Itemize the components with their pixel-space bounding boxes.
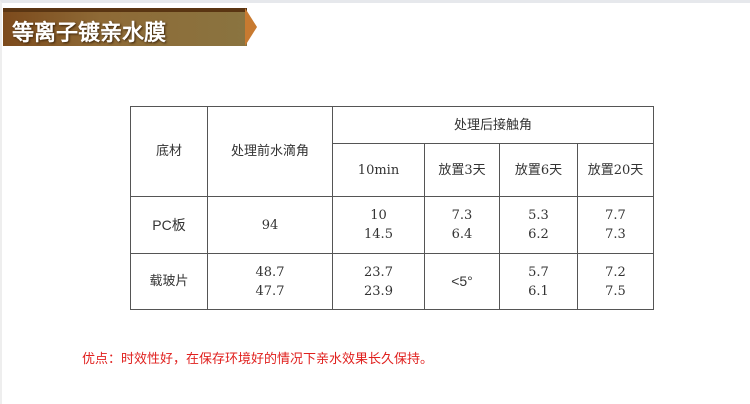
value-cell: 23.7 23.9	[332, 253, 425, 310]
subheader: 放置3天	[424, 143, 500, 197]
value: 48.7	[255, 264, 285, 280]
subheader: 10min	[332, 143, 425, 197]
header-substrate: 底材	[130, 106, 208, 197]
table-row: PC板 94 10 14.5 7.3 6.4 5.3 6.2 7.7 7.3	[130, 196, 654, 254]
subheader: 放置6天	[499, 143, 578, 197]
value: <5°	[451, 273, 473, 289]
value-cell: 7.3 6.4	[424, 196, 500, 254]
value-cell: 5.7 6.1	[499, 253, 578, 310]
value: 23.9	[364, 283, 393, 299]
value: 6.1	[528, 283, 549, 299]
value: 5.3	[528, 208, 549, 223]
value: 10	[370, 208, 387, 223]
subheader: 放置20天	[577, 143, 654, 197]
value: 14.5	[364, 227, 393, 242]
advantage-note: 优点：时效性好，在保存环境好的情况下亲水效果长久保持。	[82, 352, 434, 367]
contact-angle-table: 底材 处理前水滴角 处理后接触角 10min 放置3天 放置6天 放置20天 P…	[130, 106, 654, 310]
before-cell: 94	[207, 196, 333, 254]
table-row: 载玻片 48.7 47.7 23.7 23.9 <5° 5.7 6.1 7.2 7.5	[130, 253, 654, 310]
value-cell: <5°	[424, 253, 500, 310]
page-title: 等离子镀亲水膜	[12, 21, 167, 46]
value: 23.7	[364, 264, 393, 280]
value-cell: 5.3 6.2	[499, 196, 578, 254]
value: 94	[261, 217, 279, 233]
substrate-cell: PC板	[130, 196, 208, 254]
value: 7.3	[605, 227, 626, 242]
value-cell: 10 14.5	[332, 196, 425, 254]
banner-arrow-icon	[245, 8, 257, 46]
value: 47.7	[255, 283, 285, 299]
value: 6.2	[528, 227, 549, 242]
value-cell: 7.2 7.5	[577, 253, 654, 310]
value: 7.2	[605, 264, 626, 280]
title-banner: 等离子镀亲水膜	[3, 8, 247, 46]
header-after: 处理后接触角	[332, 106, 654, 144]
value: 7.7	[605, 208, 626, 223]
value-cell: 7.7 7.3	[577, 196, 654, 254]
header-before: 处理前水滴角	[207, 106, 333, 197]
value: 7.5	[605, 283, 626, 299]
value: 6.4	[451, 227, 473, 242]
before-cell: 48.7 47.7	[207, 253, 333, 310]
value: 5.7	[528, 264, 549, 280]
value: 7.3	[451, 208, 473, 223]
substrate-cell: 载玻片	[130, 253, 208, 310]
